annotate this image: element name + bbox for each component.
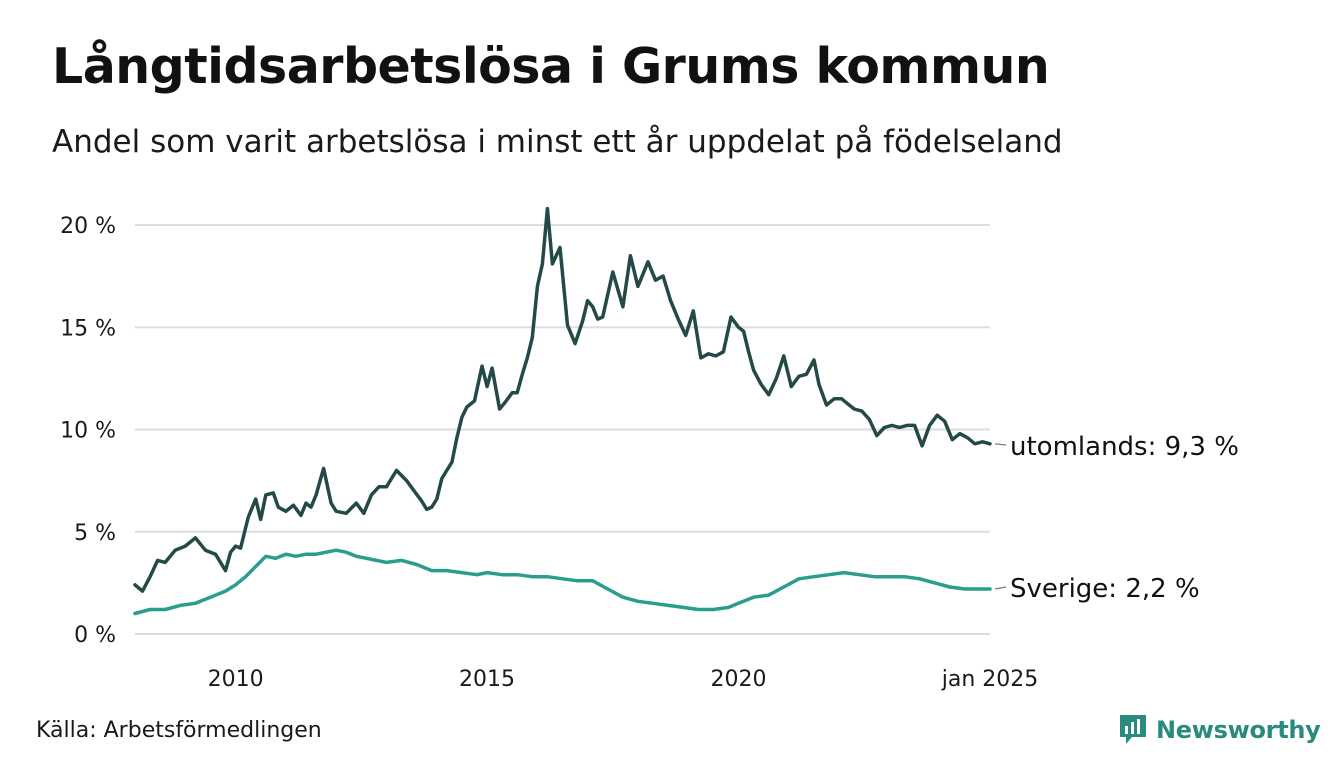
y-tick-label: 0 % <box>74 623 116 648</box>
x-tick-label: 2015 <box>459 667 515 692</box>
gridlines <box>135 224 990 635</box>
brand-logo[interactable]: Newsworthy <box>1118 713 1321 747</box>
y-tick-label: 20 % <box>60 214 116 239</box>
y-tick-label: 10 % <box>60 419 116 444</box>
chart-title: Långtidsarbetslösa i Grums kommun <box>52 38 1050 95</box>
end-label-leader <box>994 586 1007 590</box>
end-label-sverige: Sverige: 2,2 % <box>1010 574 1200 604</box>
end-label-leader <box>994 443 1007 446</box>
end-label-utomlands: utomlands: 9,3 % <box>1010 432 1239 462</box>
newsworthy-logo-icon <box>1120 715 1146 744</box>
y-axis-ticks: 0 % 5 % 10 % 15 % 20 % <box>60 214 116 648</box>
x-axis-ticks: 2010 2015 2020 jan 2025 <box>208 667 1039 692</box>
y-tick-label: 5 % <box>74 521 116 546</box>
x-tick-label: 2020 <box>711 667 767 692</box>
brand-name: Newsworthy <box>1156 716 1321 744</box>
x-tick-label: 2010 <box>208 667 264 692</box>
end-labels: utomlands: 9,3 % Sverige: 2,2 % <box>994 432 1239 604</box>
chart-subtitle: Andel som varit arbetslösa i minst ett å… <box>52 124 1063 160</box>
y-tick-label: 15 % <box>60 316 116 341</box>
source-note: Källa: Arbetsförmedlingen <box>36 718 322 743</box>
series-line-utomlands <box>133 206 992 593</box>
x-tick-label: jan 2025 <box>941 667 1039 692</box>
series-line-sverige <box>133 548 992 616</box>
series-lines <box>133 206 992 616</box>
